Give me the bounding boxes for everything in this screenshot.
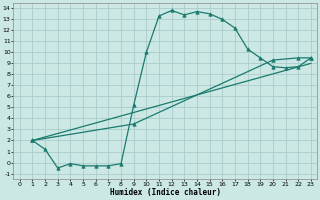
X-axis label: Humidex (Indice chaleur): Humidex (Indice chaleur): [110, 188, 221, 197]
